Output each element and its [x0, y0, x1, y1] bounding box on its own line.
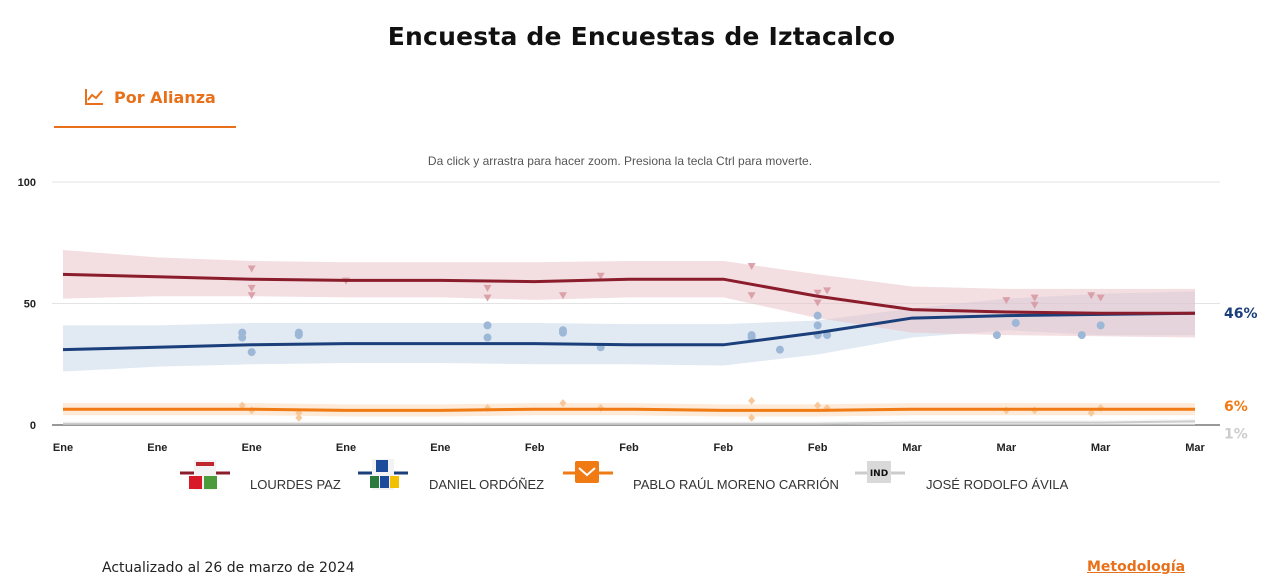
poll-point	[238, 333, 247, 342]
legend-swatch-lourdes-paz	[180, 460, 230, 490]
legend-label-pablo-raul-moreno-carrion: PABLO RAÚL MORENO CARRIÓN	[633, 477, 839, 492]
tab-label: Por Alianza	[114, 88, 216, 107]
poll-point	[1011, 318, 1020, 327]
x-tick-label: Ene	[53, 442, 73, 454]
legend-label-lourdes-paz: LOURDES PAZ	[250, 477, 341, 492]
final-value-label: 46%	[1224, 306, 1258, 322]
poll-point	[483, 294, 492, 302]
y-tick-label: 50	[24, 299, 36, 311]
x-tick-label: Mar	[997, 442, 1017, 454]
poll-point	[1030, 294, 1039, 302]
x-tick-label: Ene	[336, 442, 356, 454]
final-value-label: 1%	[1224, 426, 1248, 442]
poll-point	[1030, 301, 1039, 309]
legend-swatch-daniel-ordonez	[358, 459, 408, 490]
poll-point	[483, 284, 492, 292]
legend-item-jose-rodolfo-avila[interactable]: IND JOSÉ RODOLFO ÁVILA	[855, 458, 1075, 498]
poll-point	[1002, 297, 1011, 305]
zoom-hint: Da click y arrastra para hacer zoom. Pre…	[427, 154, 813, 168]
page-title: Encuesta de Encuestas de Iztacalco	[387, 22, 896, 51]
poll-point	[483, 333, 492, 342]
poll-point	[1087, 292, 1096, 300]
poll-point	[813, 289, 822, 297]
trend-line-3	[63, 420, 1196, 425]
poll-point	[775, 345, 784, 354]
trend-line-2	[63, 407, 1195, 412]
legend-item-lourdes-paz[interactable]: LOURDES PAZ	[180, 458, 350, 498]
poll-point	[247, 265, 256, 273]
poll-point	[294, 331, 303, 340]
x-tick-label: Feb	[525, 442, 545, 454]
poll-point	[992, 331, 1001, 340]
poll-point	[1096, 294, 1105, 302]
poll-chart[interactable]: 0 50 100 Ene Ene Ene Ene Ene Feb Feb Feb Feb Mar Mar M…	[0, 168, 1283, 458]
poll-point	[238, 401, 246, 410]
poll-point	[748, 396, 756, 405]
poll-point	[747, 292, 756, 300]
poll-point	[247, 284, 256, 292]
poll-point	[813, 299, 822, 307]
trend-line-0	[62, 272, 1195, 315]
y-tick-label: 0	[30, 420, 36, 432]
tab-por-alianza[interactable]: Por Alianza	[54, 80, 236, 128]
poll-point	[247, 348, 256, 357]
poll-point	[295, 413, 303, 422]
poll-point	[1096, 321, 1105, 330]
x-tick-label: Feb	[619, 442, 639, 454]
poll-point	[823, 331, 832, 340]
final-value-label: 6%	[1224, 399, 1248, 415]
x-tick-label: Ene	[147, 442, 167, 454]
poll-point	[247, 292, 256, 300]
poll-point	[1087, 408, 1095, 417]
poll-point	[558, 328, 567, 337]
y-tick-label: 100	[18, 177, 36, 189]
x-tick-label: Ene	[242, 442, 262, 454]
legend-swatch-pablo-raul-moreno-carrion	[563, 461, 613, 483]
legend-item-pablo-raul-moreno-carrion[interactable]: PABLO RAÚL MORENO CARRIÓN	[563, 458, 843, 498]
methodology-link[interactable]: Metodología	[1087, 559, 1186, 575]
x-tick-label: Mar	[1091, 442, 1111, 454]
poll-point	[748, 413, 756, 422]
poll-point	[813, 321, 822, 330]
poll-point	[558, 292, 567, 300]
x-tick-label: Mar	[902, 442, 922, 454]
poll-point	[823, 287, 832, 295]
line-chart-icon	[85, 89, 103, 105]
updated-date: Actualizado al 26 de marzo de 2024	[102, 560, 355, 576]
svg-text:IND: IND	[870, 469, 888, 479]
trend-line-1	[62, 311, 1196, 352]
poll-point	[483, 321, 492, 330]
x-tick-label: Mar	[1185, 442, 1205, 454]
poll-point	[813, 311, 822, 320]
legend-label-jose-rodolfo-avila: JOSÉ RODOLFO ÁVILA	[926, 477, 1069, 492]
legend-label-daniel-ordonez: DANIEL ORDÓÑEZ	[429, 477, 545, 492]
x-tick-label: Feb	[714, 442, 734, 454]
confidence-band-0	[63, 250, 1195, 338]
poll-point	[1077, 331, 1086, 340]
legend-swatch-jose-rodolfo-avila: IND	[855, 461, 905, 483]
poll-point	[559, 399, 567, 408]
poll-point	[814, 401, 822, 410]
poll-point	[596, 272, 605, 280]
legend-item-daniel-ordonez[interactable]: DANIEL ORDÓÑEZ	[358, 458, 558, 498]
x-tick-label: Feb	[808, 442, 828, 454]
x-tick-label: Ene	[430, 442, 450, 454]
poll-point	[747, 263, 756, 271]
